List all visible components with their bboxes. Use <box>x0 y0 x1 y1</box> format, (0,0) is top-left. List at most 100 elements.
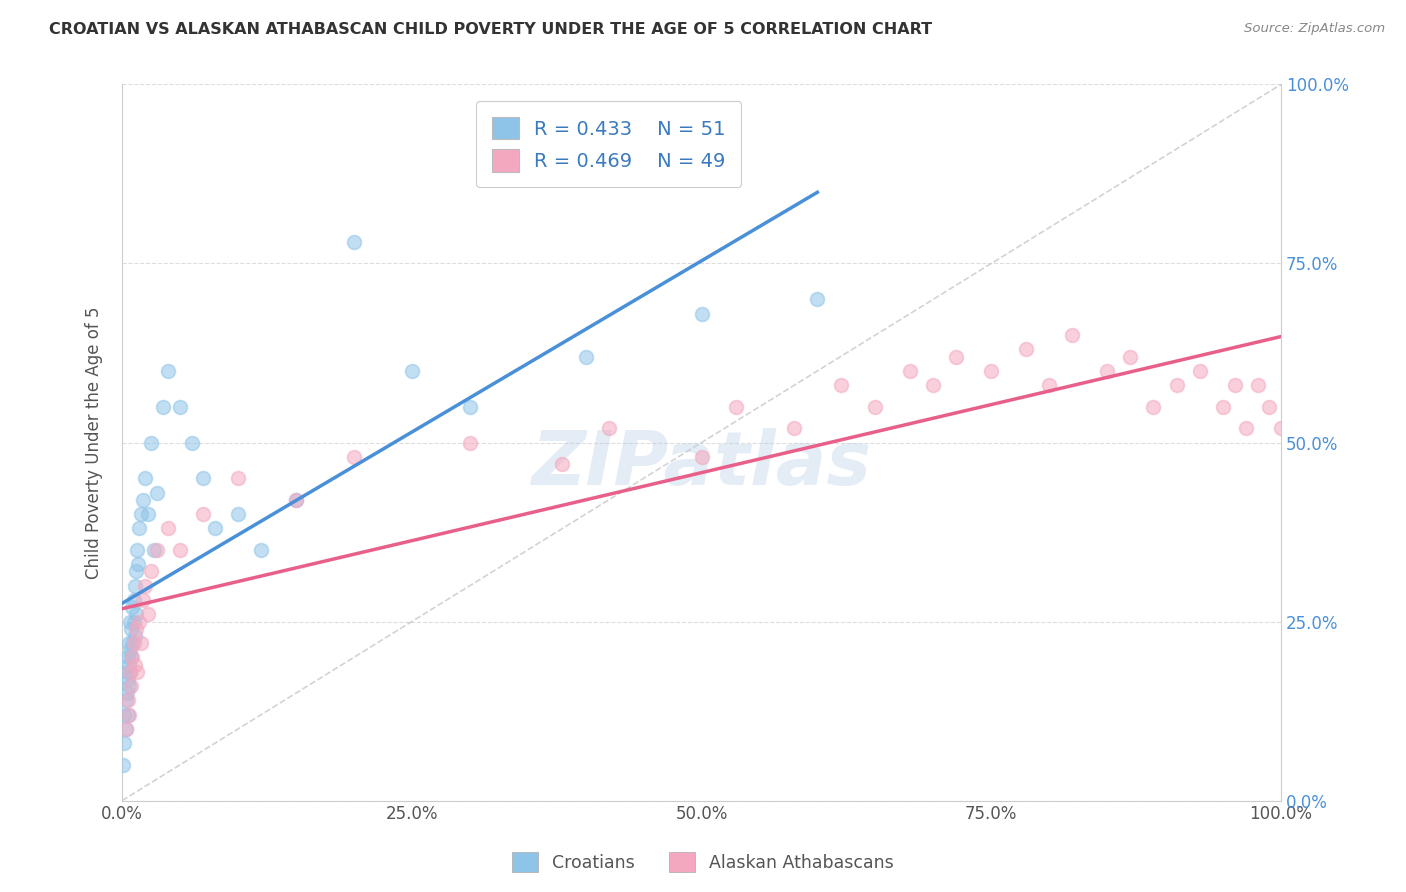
Point <box>551 457 574 471</box>
Point <box>1095 364 1118 378</box>
Point <box>112 736 135 750</box>
Point <box>152 400 174 414</box>
Legend: Croatians, Alaskan Athabascans: Croatians, Alaskan Athabascans <box>505 845 901 879</box>
Point <box>134 471 156 485</box>
Point <box>1119 350 1142 364</box>
Point <box>132 492 155 507</box>
Point <box>945 350 967 364</box>
Point <box>124 629 146 643</box>
Point <box>139 435 162 450</box>
Point <box>806 293 828 307</box>
Point <box>143 543 166 558</box>
Point <box>118 657 141 672</box>
Point <box>193 471 215 485</box>
Point <box>725 400 748 414</box>
Point <box>122 593 145 607</box>
Point <box>783 421 806 435</box>
Point <box>120 665 142 679</box>
Point <box>136 607 159 622</box>
Point <box>1234 421 1257 435</box>
Point <box>922 378 945 392</box>
Point <box>598 421 620 435</box>
Text: CROATIAN VS ALASKAN ATHABASCAN CHILD POVERTY UNDER THE AGE OF 5 CORRELATION CHAR: CROATIAN VS ALASKAN ATHABASCAN CHILD POV… <box>49 22 932 37</box>
Point <box>1166 378 1188 392</box>
Point <box>575 350 598 364</box>
Point <box>120 665 142 679</box>
Point <box>458 400 481 414</box>
Point <box>115 665 138 679</box>
Point <box>129 507 152 521</box>
Point <box>157 364 180 378</box>
Point <box>117 693 139 707</box>
Point <box>1270 421 1292 435</box>
Point <box>122 636 145 650</box>
Point <box>226 471 249 485</box>
Point <box>139 565 162 579</box>
Legend: R = 0.433    N = 51, R = 0.469    N = 49: R = 0.433 N = 51, R = 0.469 N = 49 <box>477 102 741 187</box>
Point <box>865 400 887 414</box>
Point <box>127 665 149 679</box>
Point <box>120 643 142 657</box>
Text: Source: ZipAtlas.com: Source: ZipAtlas.com <box>1244 22 1385 36</box>
Point <box>1142 400 1164 414</box>
Point <box>127 543 149 558</box>
Point <box>690 307 713 321</box>
Point <box>898 364 921 378</box>
Point <box>284 492 307 507</box>
Point <box>120 650 142 665</box>
Point <box>204 521 226 535</box>
Text: ZIPatlas: ZIPatlas <box>531 427 872 500</box>
Point <box>1015 343 1038 357</box>
Point <box>250 543 273 558</box>
Point <box>146 543 169 558</box>
Point <box>124 579 146 593</box>
Point <box>115 686 138 700</box>
Point <box>1247 378 1270 392</box>
Point <box>830 378 852 392</box>
Point <box>132 593 155 607</box>
Point <box>226 507 249 521</box>
Point <box>125 622 148 636</box>
Point <box>343 450 366 464</box>
Point <box>121 650 143 665</box>
Point <box>193 507 215 521</box>
Point <box>122 615 145 629</box>
Point <box>125 565 148 579</box>
Point <box>125 607 148 622</box>
Point <box>1223 378 1246 392</box>
Point <box>112 757 135 772</box>
Point <box>118 679 141 693</box>
Point <box>128 615 150 629</box>
Point <box>284 492 307 507</box>
Point <box>114 722 136 736</box>
Point <box>1258 400 1281 414</box>
Point <box>180 435 202 450</box>
Point <box>114 722 136 736</box>
Point <box>401 364 423 378</box>
Point <box>127 558 149 572</box>
Point <box>169 543 191 558</box>
Point <box>129 636 152 650</box>
Point <box>124 657 146 672</box>
Point <box>112 707 135 722</box>
Point <box>114 693 136 707</box>
Point <box>1062 328 1084 343</box>
Point <box>120 679 142 693</box>
Point <box>120 622 142 636</box>
Point <box>169 400 191 414</box>
Point <box>121 600 143 615</box>
Point <box>690 450 713 464</box>
Point <box>121 636 143 650</box>
Point <box>120 615 142 629</box>
Point <box>134 579 156 593</box>
Point <box>128 521 150 535</box>
Point <box>118 636 141 650</box>
Point <box>1188 364 1211 378</box>
Point <box>136 507 159 521</box>
Point <box>117 650 139 665</box>
Point <box>117 672 139 686</box>
Point <box>117 707 139 722</box>
Point <box>157 521 180 535</box>
Point <box>343 235 366 249</box>
Point <box>146 485 169 500</box>
